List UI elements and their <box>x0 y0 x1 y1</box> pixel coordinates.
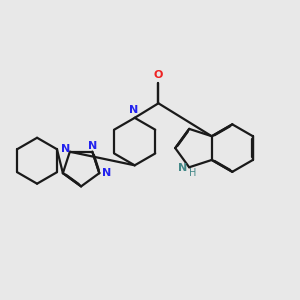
Text: H: H <box>189 168 197 178</box>
Text: N: N <box>61 144 70 154</box>
Text: N: N <box>102 168 111 178</box>
Text: N: N <box>129 105 139 115</box>
Text: N: N <box>88 141 97 151</box>
Text: O: O <box>154 70 163 80</box>
Text: N: N <box>178 163 187 173</box>
